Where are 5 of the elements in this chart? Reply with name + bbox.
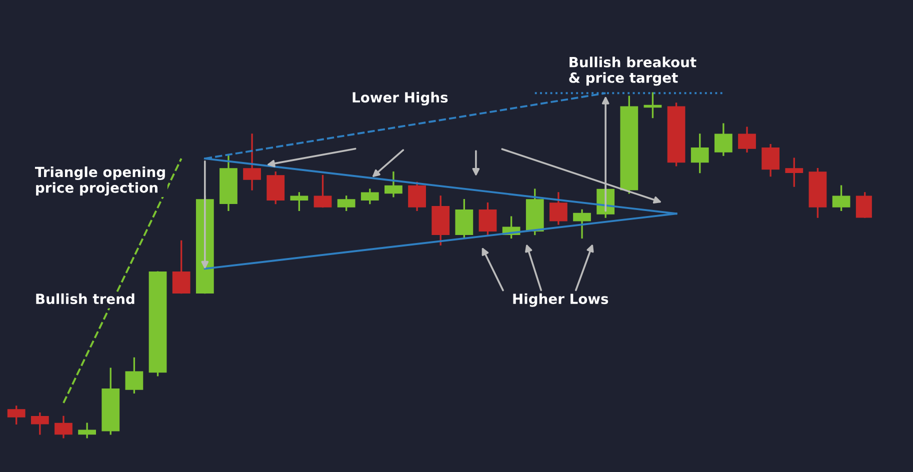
text: Bullish breakout & price target bbox=[569, 56, 696, 86]
annotation: Bullish trend bbox=[36, 293, 134, 304]
annotation: Higher Lows bbox=[513, 293, 608, 307]
annotation: Triangle opening price projection bbox=[34, 166, 165, 196]
annotation: Lower Highs bbox=[352, 92, 448, 106]
